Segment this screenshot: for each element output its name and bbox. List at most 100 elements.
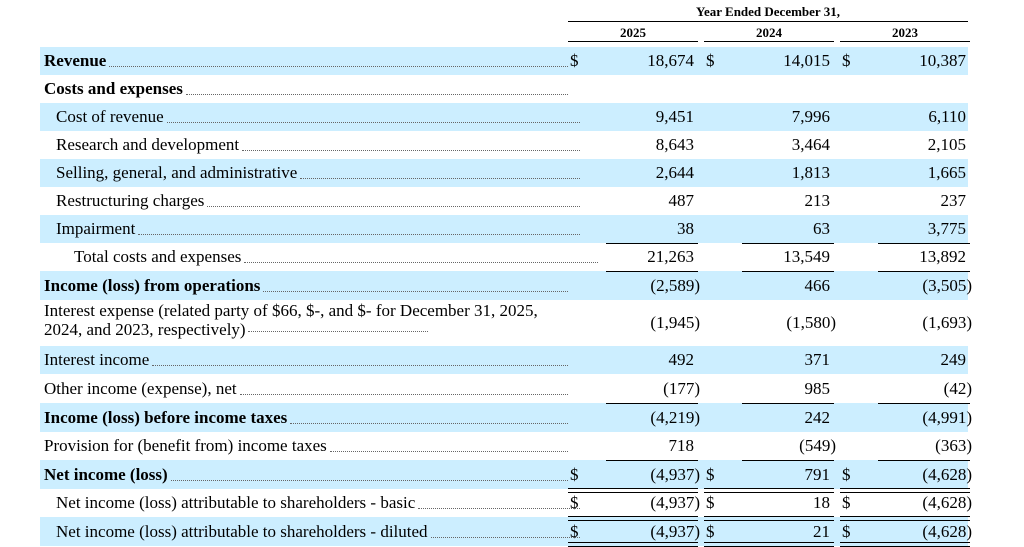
value-cell-2023: (4,628) bbox=[922, 464, 972, 484]
value-cell-2025: 2,644 bbox=[655, 163, 694, 182]
double-underline bbox=[840, 488, 970, 493]
value-cell-2024: 3,464 bbox=[791, 135, 830, 154]
dollar-sign: $ bbox=[706, 51, 715, 70]
underline bbox=[606, 243, 698, 244]
row-other-income: Other income (expense), net (177) 985 (42) bbox=[40, 374, 972, 403]
leader-dots bbox=[138, 233, 580, 235]
row-research-and-development: Research and development 8,643 3,464 2,105 bbox=[40, 131, 968, 159]
double-underline bbox=[568, 516, 698, 521]
row-total-costs-and-expenses: Total costs and expenses 21,263 13,549 13,8… bbox=[40, 243, 968, 271]
double-underline bbox=[704, 488, 834, 493]
dollar-sign: $ bbox=[706, 521, 715, 541]
year-header-rule-2023 bbox=[840, 41, 970, 42]
underline bbox=[606, 271, 698, 272]
row-label: Revenue bbox=[44, 51, 107, 70]
dollar-sign: $ bbox=[706, 493, 715, 512]
leader-dots bbox=[430, 536, 580, 538]
row-label: Research and development bbox=[56, 135, 240, 154]
period-header: Year Ended December 31, bbox=[696, 4, 840, 19]
dollar-sign: $ bbox=[570, 521, 579, 541]
double-underline bbox=[840, 516, 970, 521]
double-underline bbox=[704, 542, 834, 547]
value-cell-2023: 237 bbox=[940, 191, 967, 210]
underline bbox=[878, 271, 970, 272]
leader-dots bbox=[300, 177, 580, 179]
row-label: Interest income bbox=[44, 350, 150, 369]
underline bbox=[742, 243, 834, 244]
value-cell-2025: 8,643 bbox=[655, 135, 694, 154]
dollar-sign: $ bbox=[570, 464, 579, 484]
leader-dots bbox=[244, 261, 598, 263]
value-cell-2025: 18,674 bbox=[647, 51, 694, 70]
value-cell-2025: 718 bbox=[668, 436, 695, 455]
row-revenue: Revenue $18,674 $14,015 $10,387 bbox=[40, 47, 968, 75]
value-cell-2025: (4,937) bbox=[650, 521, 700, 541]
row-label: Restructuring charges bbox=[56, 191, 205, 210]
row-label: Impairment bbox=[56, 219, 136, 238]
row-label: Provision for (benefit from) income taxe… bbox=[44, 436, 327, 455]
value-cell-2023: 6,110 bbox=[928, 107, 966, 126]
dollar-sign: $ bbox=[842, 493, 851, 512]
value-cell-2024: 242 bbox=[804, 407, 831, 427]
value-cell-2023: (1,693) bbox=[922, 313, 972, 332]
row-label: Net income (loss) attributable to shareh… bbox=[56, 493, 416, 512]
value-cell-2023 bbox=[880, 75, 966, 103]
double-underline bbox=[840, 542, 970, 547]
value-cell-2024: 63 bbox=[813, 219, 830, 238]
value-cell-2024: 791 bbox=[804, 464, 831, 484]
dollar-sign: $ bbox=[570, 493, 579, 512]
value-cell-2024: 13,549 bbox=[783, 247, 830, 266]
value-cell-2025: (4,219) bbox=[650, 407, 700, 427]
value-cell-2023: 249 bbox=[940, 350, 967, 369]
value-cell-2023: 2,105 bbox=[927, 135, 966, 154]
leader-dots bbox=[329, 450, 568, 452]
leader-dots bbox=[239, 393, 568, 395]
row-income-before-taxes: Income (loss) before income taxes (4,219)… bbox=[40, 403, 972, 432]
leader-dots bbox=[185, 93, 568, 95]
year-header-rule-2025 bbox=[568, 41, 698, 42]
value-cell-2025: (2,589) bbox=[650, 275, 700, 295]
value-cell-2025: 38 bbox=[677, 219, 694, 238]
value-cell-2025: 487 bbox=[668, 191, 695, 210]
underline bbox=[878, 460, 970, 461]
underline bbox=[606, 460, 698, 461]
value-cell-2025: (1,945) bbox=[650, 313, 700, 332]
row-label: Net income (loss) bbox=[44, 464, 168, 484]
leader-dots bbox=[109, 65, 568, 67]
leader-dots bbox=[166, 121, 580, 123]
leader-dots bbox=[418, 507, 580, 509]
dollar-sign: $ bbox=[706, 464, 715, 484]
year-header-rule-2024 bbox=[704, 41, 834, 42]
value-cell-2024: 7,996 bbox=[791, 107, 830, 126]
row-label: Income (loss) from operations bbox=[44, 275, 261, 295]
value-cell-2025: (4,937) bbox=[650, 464, 700, 484]
value-cell-2023: 3,775 bbox=[927, 219, 966, 238]
leader-dots bbox=[170, 479, 568, 481]
value-cell-2025: 9,451 bbox=[655, 107, 694, 126]
value-cell-2025: (4,937) bbox=[650, 493, 700, 512]
value-cell-2024: (549) bbox=[799, 436, 836, 455]
row-interest-income: Interest income 492 371 249 bbox=[40, 346, 968, 374]
row-label: Selling, general, and administrative bbox=[56, 163, 298, 182]
leader-dots bbox=[263, 290, 568, 292]
value-cell-2024: 213 bbox=[804, 191, 831, 210]
value-cell-2024: 21 bbox=[813, 521, 830, 541]
row-cost-of-revenue: Cost of revenue 9,451 7,996 6,110 bbox=[40, 103, 968, 131]
row-label: Total costs and expenses bbox=[74, 247, 242, 266]
double-underline bbox=[704, 516, 834, 521]
row-sga: Selling, general, and administrative 2,64… bbox=[40, 159, 968, 187]
row-net-income-diluted: Net income (loss) attributable to shareh… bbox=[40, 517, 972, 546]
value-cell-2023: 10,387 bbox=[919, 51, 966, 70]
leader-dots bbox=[242, 149, 580, 151]
period-header-rule bbox=[568, 21, 968, 22]
row-net-income-basic: Net income (loss) attributable to shareh… bbox=[40, 489, 972, 517]
value-cell-2025: (177) bbox=[663, 378, 700, 398]
underline bbox=[878, 403, 970, 404]
year-header-2024: 2024 bbox=[756, 25, 782, 40]
dollar-sign: $ bbox=[842, 464, 851, 484]
value-cell-2023: 13,892 bbox=[919, 247, 966, 266]
year-header-2025: 2025 bbox=[620, 25, 646, 40]
value-cell-2023: (42) bbox=[943, 378, 972, 398]
value-cell-2025: 492 bbox=[668, 350, 695, 369]
value-cell-2024: 985 bbox=[804, 378, 831, 398]
